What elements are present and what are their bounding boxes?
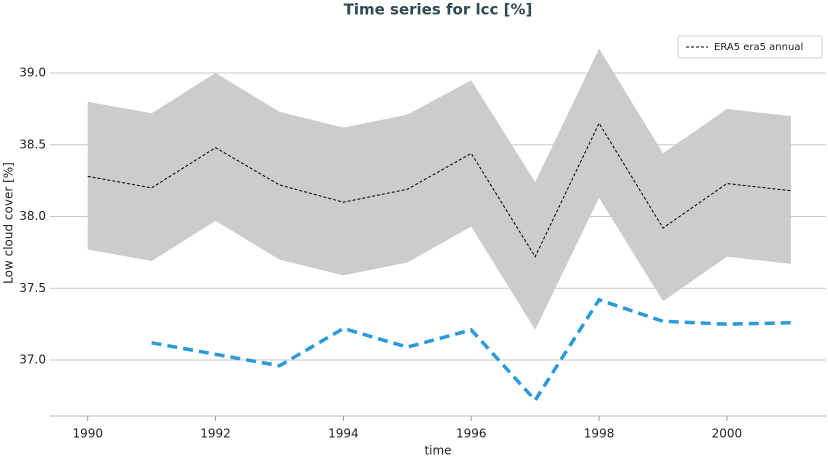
y-tick-label: 39.0 bbox=[19, 66, 46, 80]
y-tick-label: 37.5 bbox=[19, 281, 46, 295]
x-tick-label: 1996 bbox=[456, 427, 487, 441]
y-tick-label: 38.5 bbox=[19, 137, 46, 151]
band bbox=[87, 48, 791, 330]
legend-box bbox=[677, 35, 823, 59]
x-axis-label: time bbox=[424, 444, 451, 457]
x-tick-label: 1998 bbox=[584, 427, 615, 441]
x-tick-label: 1990 bbox=[72, 427, 103, 441]
x-tick-label: 1994 bbox=[328, 427, 359, 441]
y-tick-label: 37.0 bbox=[19, 353, 46, 367]
x-tick-label: 2000 bbox=[712, 427, 743, 441]
legend-label: ERA5 era5 annual bbox=[714, 42, 803, 53]
y-axis-label: Low cloud cover [%] bbox=[2, 162, 16, 284]
series-line bbox=[151, 297, 791, 404]
chart-title: Time series for lcc [%] bbox=[344, 1, 533, 19]
series-line bbox=[87, 122, 791, 258]
y-tick-label: 38.0 bbox=[19, 209, 46, 223]
x-tick-label: 1992 bbox=[200, 427, 231, 441]
